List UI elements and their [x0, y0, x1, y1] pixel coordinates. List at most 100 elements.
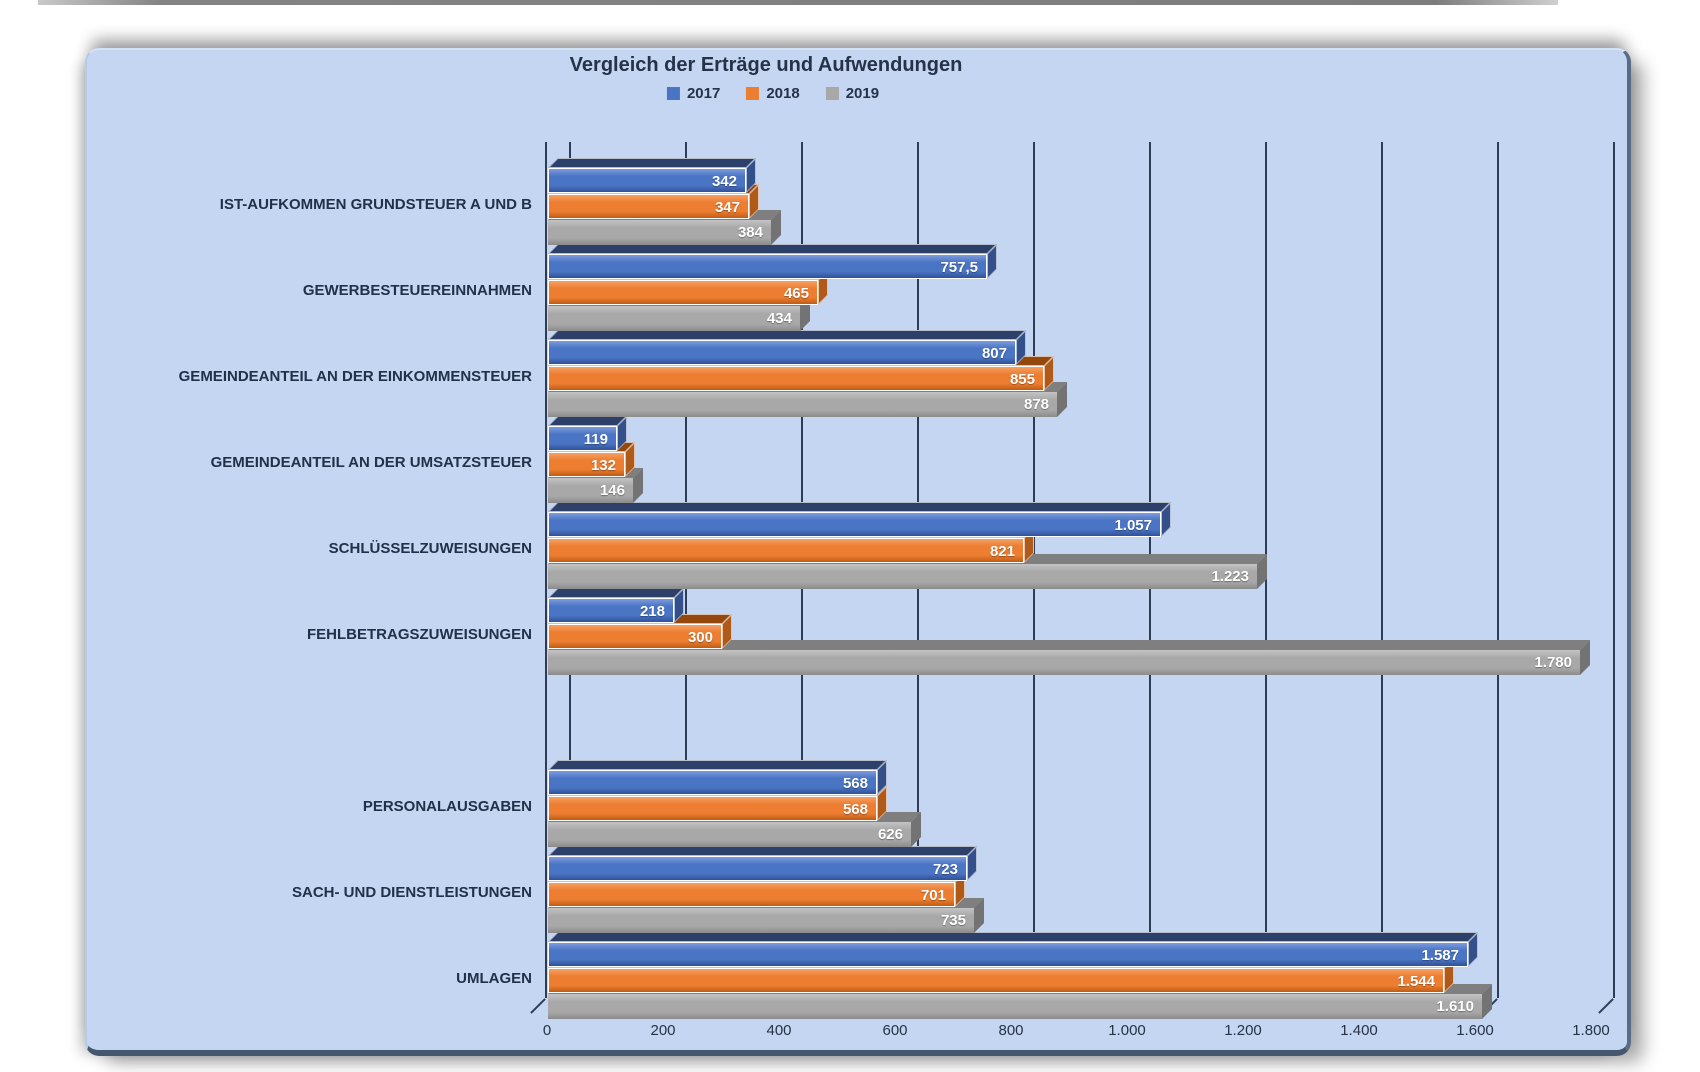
bar-front: 757,5 [548, 254, 987, 279]
bar-top-face [548, 244, 997, 254]
x-tick-label: 1.000 [1108, 1022, 1146, 1039]
bar-2019: 1.223 [548, 554, 1267, 589]
bar-2019: 146 [548, 468, 643, 503]
bar-2017: 723 [548, 846, 977, 881]
legend-label: 2017 [686, 85, 721, 102]
gridline-1.600 [1497, 142, 1499, 998]
bar-2019: 1.780 [548, 640, 1590, 675]
bar-value-label: 1.780 [1534, 654, 1572, 671]
bar-value-label: 342 [711, 173, 737, 190]
bar-value-label: 119 [583, 431, 608, 448]
bar-top-face [548, 502, 1171, 512]
bar-2018: 855 [548, 356, 1054, 391]
bar-front: 1.587 [548, 942, 1468, 967]
bar-front: 735 [548, 908, 974, 933]
bar-value-label: 626 [877, 826, 903, 843]
legend-label: 2018 [766, 85, 800, 102]
bar-top-face [548, 588, 684, 598]
chart-legend: 2017 2018 2019 [666, 85, 880, 102]
bar-front: 347 [548, 194, 749, 219]
gridline-1.400 [1381, 142, 1383, 998]
bar-front: 300 [548, 624, 722, 649]
bar-front: 1.780 [548, 650, 1580, 675]
bar-value-label: 384 [737, 224, 763, 241]
category-label: FEHLBETRAGSZUWEISUNGEN [307, 626, 532, 643]
bar-value-label: 878 [1023, 396, 1049, 413]
category-label: UMLAGEN [456, 970, 532, 987]
legend-label: 2019 [845, 85, 880, 102]
category-label: SACH- UND DIENSTLEISTUNGEN [291, 884, 532, 901]
bar-front: 119 [548, 426, 617, 451]
bar-2017: 119 [548, 416, 627, 451]
bar-front: 1.057 [548, 512, 1161, 537]
bar-top-face [548, 932, 1478, 942]
bar-value-label: 146 [599, 482, 625, 499]
bar-value-label: 465 [783, 285, 809, 302]
bar-value-label: 1.587 [1421, 947, 1459, 964]
category-label: SCHLÜSSELZUWEISUNGEN [328, 540, 532, 557]
bar-front: 807 [548, 340, 1016, 365]
chart-title: Vergleich der Erträge und Aufwendungen [569, 54, 963, 76]
bar-top-face [548, 760, 887, 770]
bar-value-label: 218 [639, 603, 665, 620]
bar-front: 626 [548, 822, 911, 847]
legend-item: 2019 [825, 85, 880, 102]
bar-value-label: 735 [940, 912, 966, 929]
bar-front: 132 [548, 452, 625, 477]
bar-2018: 132 [548, 442, 635, 477]
x-tick-label: 1.200 [1224, 1022, 1262, 1039]
legend-swatch-2017 [666, 87, 680, 100]
category-label: IST-AUFKOMMEN GRUNDSTEUER A UND B [219, 196, 532, 213]
bar-2017: 757,5 [548, 244, 997, 279]
bar-2017: 1.587 [548, 932, 1478, 967]
window-edge-strip [38, 0, 1558, 5]
bar-value-label: 568 [842, 775, 868, 792]
x-tick-label: 1.800 [1572, 1022, 1610, 1039]
bar-2019: 626 [548, 812, 921, 847]
bar-2019: 384 [548, 210, 781, 245]
bar-value-label: 1.544 [1397, 973, 1435, 990]
bar-top-face [548, 158, 756, 168]
bar-top-face [548, 846, 977, 856]
bar-front: 1.610 [548, 994, 1482, 1019]
bar-2018: 701 [548, 872, 965, 907]
bar-2018: 347 [548, 184, 759, 219]
bar-front: 723 [548, 856, 967, 881]
bar-value-label: 1.057 [1114, 517, 1152, 534]
bar-value-label: 434 [766, 310, 792, 327]
bar-top-face [548, 330, 1026, 340]
bar-2017: 807 [548, 330, 1026, 365]
x-tick-label: 200 [650, 1022, 676, 1039]
bar-value-label: 701 [920, 887, 946, 904]
x-tick-label: 400 [766, 1022, 792, 1039]
x-tick-label: 1.600 [1456, 1022, 1494, 1039]
bar-value-label: 568 [842, 801, 868, 818]
bar-2017: 342 [548, 158, 756, 193]
legend-swatch-2018 [746, 87, 760, 100]
bar-front: 878 [548, 392, 1057, 417]
bar-2019: 735 [548, 898, 984, 933]
bar-2018: 821 [548, 528, 1034, 563]
legend-item: 2017 [666, 85, 721, 102]
bar-front: 1.223 [548, 564, 1257, 589]
category-label: GEWERBESTEUEREINNAHMEN [302, 282, 532, 299]
bar-front: 218 [548, 598, 674, 623]
legend-item: 2018 [746, 85, 800, 102]
bar-top-face [548, 416, 627, 426]
bar-front: 342 [548, 168, 746, 193]
bar-value-label: 1.610 [1436, 998, 1474, 1015]
bar-front: 1.544 [548, 968, 1444, 993]
x-tick-label: 1.400 [1340, 1022, 1378, 1039]
x-tick-label: 0 [542, 1022, 552, 1039]
bar-front: 701 [548, 882, 955, 907]
bar-value-label: 807 [981, 345, 1007, 362]
bar-front: 146 [548, 478, 633, 503]
bar-2019: 878 [548, 382, 1067, 417]
gridline-1.800 [1613, 142, 1615, 998]
bar-2018: 568 [548, 786, 887, 821]
category-label: GEMEINDEANTEIL AN DER EINKOMMENSTEUER [178, 368, 532, 385]
bar-2018: 465 [548, 270, 828, 305]
bar-front: 821 [548, 538, 1024, 563]
bar-front: 568 [548, 796, 877, 821]
